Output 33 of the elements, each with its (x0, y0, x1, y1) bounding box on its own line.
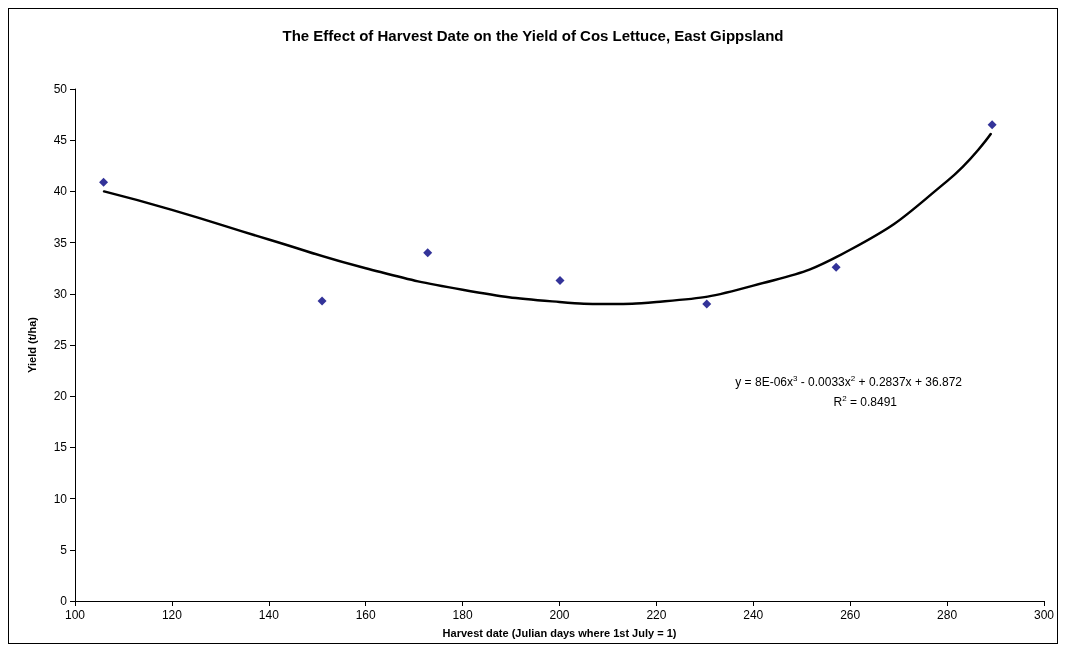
x-tick-label: 100 (64, 608, 86, 622)
point (423, 248, 433, 258)
x-axis-title: Harvest date (Julian days where 1st July = 1) (442, 626, 677, 639)
point (987, 120, 997, 130)
y-tick-label: 10 (53, 491, 68, 506)
y-tick-label: 5 (60, 542, 68, 557)
line-series (102, 132, 992, 306)
x-tick-label: 180 (452, 608, 473, 622)
point (702, 299, 712, 309)
x-tick-label: 160 (355, 608, 377, 622)
x-tick-label: 140 (258, 608, 280, 622)
y-tick-label: 45 (53, 133, 68, 148)
y-tick-label: 20 (53, 389, 68, 404)
y-tick-label: 35 (53, 235, 68, 250)
y-tick-label: 40 (53, 184, 68, 199)
x-tick-label: 120 (161, 608, 183, 622)
point (831, 262, 841, 272)
y-tick-label: 50 (53, 82, 68, 96)
point (317, 296, 327, 306)
y-tick-label: 30 (53, 286, 68, 301)
y-tick-label: 25 (53, 338, 68, 352)
y-tick-label: 15 (53, 440, 68, 455)
x-tick-label: 260 (840, 608, 861, 622)
y-tick-label: 0 (60, 594, 68, 608)
y-axis-title: Yield (t/ha) (25, 316, 38, 373)
point (99, 177, 109, 187)
point (555, 275, 565, 285)
x-tick-label: 300 (1033, 608, 1055, 622)
x-tick-label: 220 (646, 608, 667, 622)
chart-title: The Effect of Harvest Date on the Yield of Cos Lettuce, East Gippsland (282, 27, 784, 44)
x-tick-label: 200 (549, 608, 570, 622)
x-tick-label: 240 (743, 608, 764, 622)
x-tick-label: 280 (937, 608, 958, 622)
